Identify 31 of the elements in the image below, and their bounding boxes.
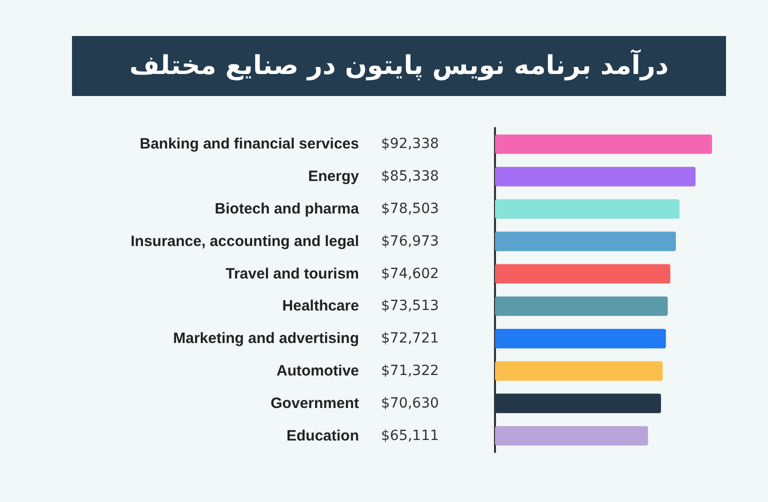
bar (495, 328, 666, 348)
y-tick-label: Banking and financial services (140, 136, 359, 153)
y-tick-label: Biotech and pharma (214, 200, 360, 218)
bar (495, 166, 696, 186)
bar (495, 296, 668, 316)
y-tick-label: Insurance, accounting and legal (130, 232, 359, 250)
bar (495, 264, 670, 284)
data-label: $71,322 (381, 363, 439, 379)
y-tick-label: Energy (308, 168, 360, 186)
y-tick-label: Marketing and advertising (173, 330, 359, 348)
bar (495, 361, 663, 381)
data-label: $92,338 (381, 136, 439, 152)
data-label: $78,503 (381, 201, 439, 217)
y-tick-label: Government (270, 394, 359, 412)
bar (495, 134, 712, 154)
data-label: $70,630 (381, 395, 439, 412)
y-tick-label: Travel and tourism (226, 265, 359, 282)
y-tick-label: Education (286, 427, 359, 444)
data-label: $72,721 (381, 330, 439, 347)
data-label: $65,111 (381, 428, 439, 444)
bar (495, 232, 676, 252)
data-label: $74,602 (381, 266, 439, 282)
chart-title: درآمد برنامه نویس پایتون در صنایع مختلف (72, 36, 726, 96)
data-label: $73,513 (381, 298, 439, 314)
bar (495, 394, 661, 414)
data-label: $76,973 (381, 233, 439, 250)
data-label: $85,338 (381, 168, 439, 185)
bar (495, 199, 680, 219)
y-tick-label: Healthcare (282, 298, 359, 315)
bar (495, 426, 648, 446)
y-tick-label: Automotive (276, 362, 359, 380)
